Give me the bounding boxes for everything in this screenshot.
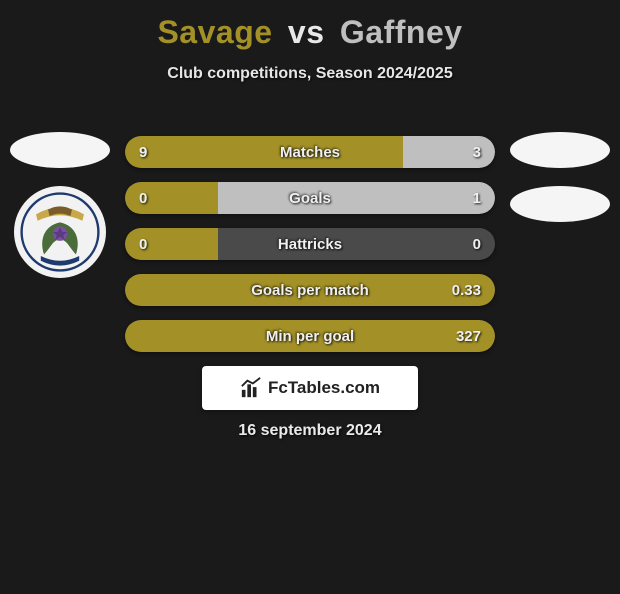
subtitle: Club competitions, Season 2024/2025 (0, 65, 620, 83)
stat-fill-right (218, 182, 496, 214)
player2-name: Gaffney (340, 14, 463, 50)
stat-fill-left (125, 136, 403, 168)
stat-fill-left (125, 228, 218, 260)
bar-chart-icon (240, 377, 262, 399)
date-text: 16 september 2024 (0, 422, 620, 440)
left-avatar-column (10, 132, 110, 278)
stat-fill-left (125, 274, 495, 306)
stats-bars-container: 93Matches 01Goals 00Hattricks 0.33Goals per… (125, 136, 495, 352)
stat-row: 01Goals (125, 182, 495, 214)
stat-row: 327Min per goal (125, 320, 495, 352)
vs-text: vs (288, 14, 325, 50)
stat-value-right: 0 (473, 228, 481, 260)
brand-badge: FcTables.com (202, 366, 418, 410)
player1-club-logo (14, 186, 106, 278)
brand-text: FcTables.com (268, 378, 380, 398)
stat-fill-right (403, 136, 496, 168)
player2-avatar-placeholder (510, 132, 610, 168)
club-crest-icon (20, 192, 100, 272)
player1-name: Savage (157, 14, 272, 50)
stat-row: 0.33Goals per match (125, 274, 495, 306)
stat-row: 00Hattricks (125, 228, 495, 260)
stat-fill-left (125, 182, 218, 214)
stat-fill-left (125, 320, 495, 352)
stat-row: 93Matches (125, 136, 495, 168)
player2-club-placeholder (510, 186, 610, 222)
comparison-title: Savage vs Gaffney (0, 14, 620, 51)
player1-avatar-placeholder (10, 132, 110, 168)
right-avatar-column (510, 132, 610, 222)
